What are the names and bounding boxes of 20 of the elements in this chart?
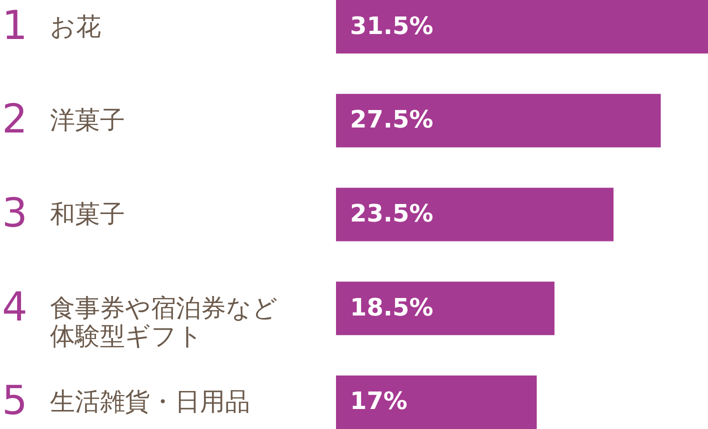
data-label: 18.5% bbox=[350, 293, 434, 322]
data-label: 17% bbox=[350, 387, 408, 416]
data-label: 31.5% bbox=[350, 12, 434, 40]
y-tick-label: 食事券や宿泊券など体験型ギフト bbox=[50, 293, 278, 350]
bar bbox=[336, 188, 614, 242]
text: 1 bbox=[2, 2, 28, 49]
y-tick-label: 和菓子 bbox=[50, 200, 125, 228]
text: 4 bbox=[2, 284, 28, 330]
bar bbox=[336, 282, 554, 336]
data-label: 27.5% bbox=[350, 106, 434, 134]
bar bbox=[336, 94, 661, 148]
y-tick-label: 生活雑貨・日用品 bbox=[50, 387, 250, 416]
data-label: 23.5% bbox=[350, 200, 434, 228]
bar bbox=[336, 0, 708, 54]
text: 5 bbox=[2, 378, 28, 424]
y-tick-label: お花 bbox=[50, 12, 101, 41]
y-tick-label: 洋菓子 bbox=[50, 106, 125, 135]
text: 2 bbox=[2, 96, 28, 143]
bar bbox=[336, 375, 537, 429]
text: 3 bbox=[2, 190, 28, 236]
